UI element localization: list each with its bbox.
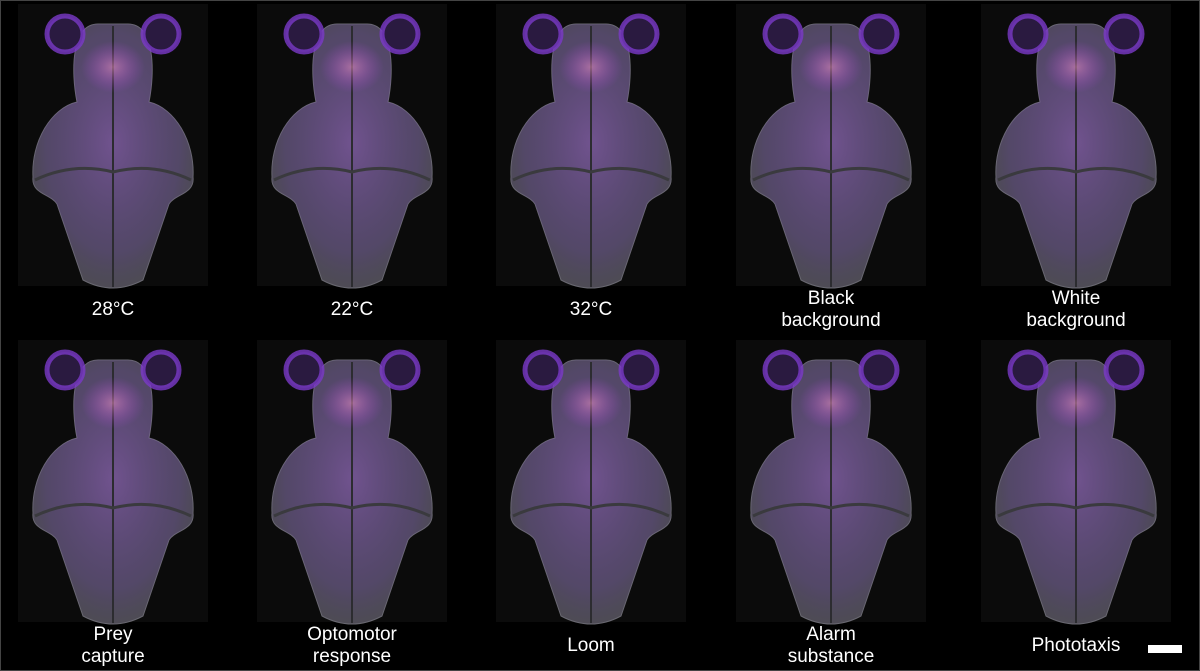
lobe-fold — [34, 502, 192, 518]
activity-spot — [1044, 41, 1108, 93]
panel-label: Alarm — [806, 624, 856, 645]
brain-panel — [981, 4, 1171, 289]
panel-label: 28°C — [92, 299, 134, 320]
scale-bar — [1148, 645, 1182, 653]
optic-tectum — [762, 349, 804, 391]
optic-tectum — [379, 13, 421, 55]
activity-spot — [81, 41, 145, 93]
panel-label: 22°C — [331, 299, 373, 320]
optic-tectum — [44, 13, 86, 55]
optic-tectum — [283, 349, 325, 391]
panel-label: background — [781, 310, 880, 331]
optic-tectum — [283, 13, 325, 55]
activity-spot — [559, 41, 623, 93]
activity-spot — [1044, 377, 1108, 429]
panel-label: background — [1026, 310, 1125, 331]
brain-panel — [18, 4, 208, 289]
activity-spot — [799, 377, 863, 429]
optic-tectum — [140, 13, 182, 55]
activity-spot — [81, 377, 145, 429]
brain-panel — [257, 4, 447, 289]
optic-tectum — [858, 349, 900, 391]
optic-tectum — [522, 13, 564, 55]
optic-tectum — [762, 13, 804, 55]
lobe-fold — [34, 166, 192, 182]
panel-label: Prey — [93, 624, 133, 645]
brain-panel — [736, 4, 926, 289]
brain-panel — [18, 340, 208, 625]
brain-panel — [981, 340, 1171, 625]
activity-spot — [320, 41, 384, 93]
panel-label: Black — [808, 288, 855, 309]
optic-tectum — [522, 349, 564, 391]
panel-label: Optomotor — [307, 624, 397, 645]
lobe-fold — [997, 502, 1155, 518]
lobe-fold — [512, 166, 670, 182]
panel-label: Loom — [567, 635, 615, 656]
lobe-fold — [273, 166, 431, 182]
optic-tectum — [1007, 13, 1049, 55]
panel-label: substance — [788, 646, 875, 667]
activity-spot — [320, 377, 384, 429]
lobe-fold — [273, 502, 431, 518]
lobe-fold — [512, 502, 670, 518]
optic-tectum — [618, 349, 660, 391]
lobe-fold — [997, 166, 1155, 182]
panel-label: capture — [81, 646, 144, 667]
optic-tectum — [44, 349, 86, 391]
brain-panel — [257, 340, 447, 625]
panel-label: response — [313, 646, 391, 667]
panel-label: 32°C — [570, 299, 612, 320]
optic-tectum — [1103, 13, 1145, 55]
brain-panel — [736, 340, 926, 625]
optic-tectum — [618, 13, 660, 55]
panel-label: White — [1052, 288, 1101, 309]
optic-tectum — [379, 349, 421, 391]
lobe-fold — [752, 166, 910, 182]
brain-panel — [496, 340, 686, 625]
panel-label: Phototaxis — [1032, 635, 1121, 656]
optic-tectum — [140, 349, 182, 391]
optic-tectum — [858, 13, 900, 55]
optic-tectum — [1007, 349, 1049, 391]
activity-spot — [799, 41, 863, 93]
lobe-fold — [752, 502, 910, 518]
brain-panel — [496, 4, 686, 289]
optic-tectum — [1103, 349, 1145, 391]
activity-spot — [559, 377, 623, 429]
